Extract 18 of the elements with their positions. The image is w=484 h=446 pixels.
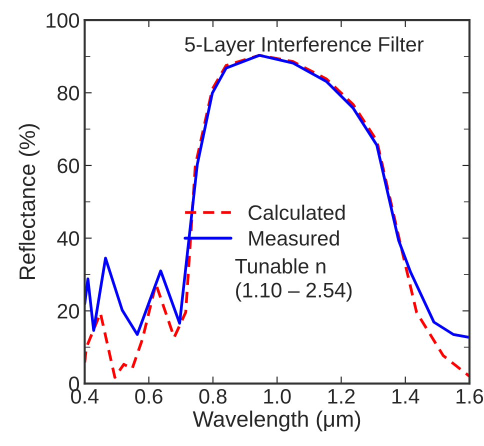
y-tick-label: 80 — [58, 86, 80, 101]
legend-label: Measured — [249, 230, 339, 246]
x-tick-label: 0.4 — [71, 388, 99, 404]
annotation: Tunable n (1.10 – 2.54) — [235, 258, 352, 302]
x-axis-title: Wavelength (μm) — [192, 410, 360, 432]
x-tick-label: 0.6 — [135, 388, 162, 404]
y-tick-label: 60 — [58, 158, 80, 174]
y-axis-title: Reflectance (%) — [18, 124, 40, 280]
y-tick-label: 20 — [58, 304, 80, 319]
legend-label: Calculated — [248, 204, 345, 220]
x-tick-label: 0.8 — [199, 388, 227, 404]
x-tick-label: 1.6 — [456, 388, 484, 404]
text: 5-Layer Interference Filter — [185, 36, 424, 56]
x-tick-label: 1.4 — [392, 389, 420, 404]
y-tick-label: 40 — [57, 231, 80, 246]
y-tick-label: 100 — [46, 13, 80, 28]
x-tick-label: 1.0 — [264, 388, 291, 404]
x-tick-label: 1.2 — [328, 388, 355, 404]
